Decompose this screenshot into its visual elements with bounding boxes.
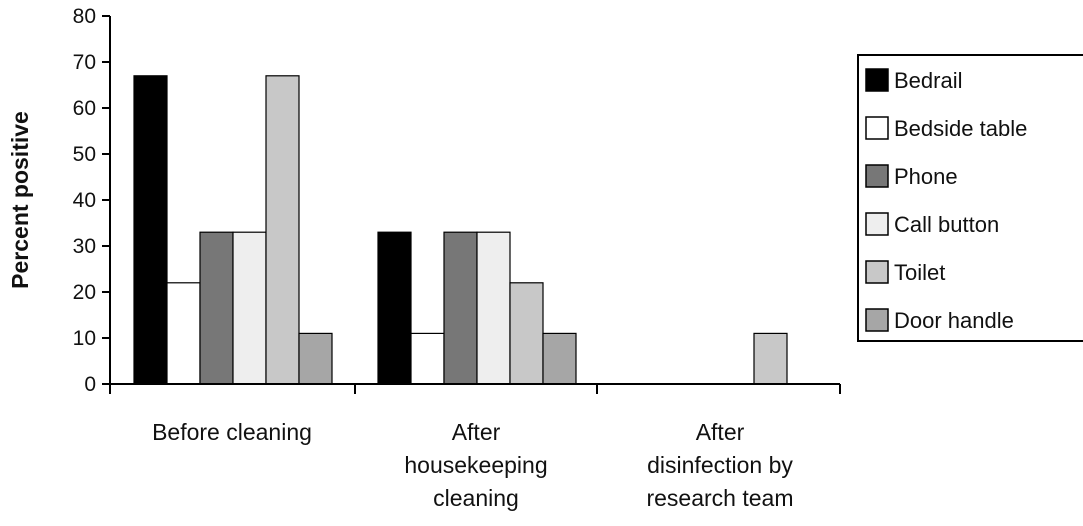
bar-door-handle-0 — [299, 333, 332, 384]
y-tick-label-50: 50 — [73, 143, 96, 166]
bar-bedrail-1 — [378, 232, 411, 384]
legend-swatch-phone — [866, 165, 888, 187]
y-tick-label-60: 60 — [73, 97, 96, 120]
legend-swatch-bedrail — [866, 69, 888, 91]
y-axis: 0 10 20 30 40 50 60 70 80 — [73, 5, 110, 396]
legend-swatch-call-button — [866, 213, 888, 235]
category-label-0: Before cleaning — [152, 419, 312, 445]
bar-bedside-table-1 — [411, 333, 444, 384]
legend: Bedrail Bedside table Phone Call button Toil… — [858, 55, 1083, 341]
bar-bedside-table-0 — [167, 283, 200, 384]
legend-frame — [858, 55, 1083, 341]
legend-label-call-button: Call button — [894, 212, 999, 237]
legend-swatch-door-handle — [866, 309, 888, 331]
y-tick-label-70: 70 — [73, 51, 96, 74]
bar-toilet-1 — [510, 283, 543, 384]
bar-bedrail-0 — [134, 76, 167, 384]
y-tick-label-0: 0 — [84, 373, 96, 396]
x-axis: Before cleaning After housekeeping cleaning… — [110, 384, 840, 511]
bar-door-handle-1 — [543, 333, 576, 384]
legend-label-toilet: Toilet — [894, 260, 945, 285]
category-label-1: After housekeeping cleaning — [404, 419, 547, 511]
legend-label-door-handle: Door handle — [894, 308, 1014, 333]
plot-area — [134, 76, 787, 384]
bar-toilet-2 — [754, 333, 787, 384]
legend-label-bedrail: Bedrail — [894, 68, 962, 93]
y-tick-label-80: 80 — [73, 5, 96, 28]
legend-swatch-toilet — [866, 261, 888, 283]
y-tick-label-40: 40 — [73, 189, 96, 212]
y-tick-label-10: 10 — [73, 327, 96, 350]
category-label-2: After disinfection by research team — [646, 419, 793, 511]
legend-swatch-bedside-table — [866, 117, 888, 139]
bar-call-button-0 — [233, 232, 266, 384]
bar-phone-1 — [444, 232, 477, 384]
legend-label-phone: Phone — [894, 164, 958, 189]
y-tick-label-30: 30 — [73, 235, 96, 258]
y-tick-label-20: 20 — [73, 281, 96, 304]
bar-phone-0 — [200, 232, 233, 384]
legend-label-bedside-table: Bedside table — [894, 116, 1027, 141]
y-axis-title: Percent positive — [7, 111, 33, 289]
bar-call-button-1 — [477, 232, 510, 384]
bar-toilet-0 — [266, 76, 299, 384]
